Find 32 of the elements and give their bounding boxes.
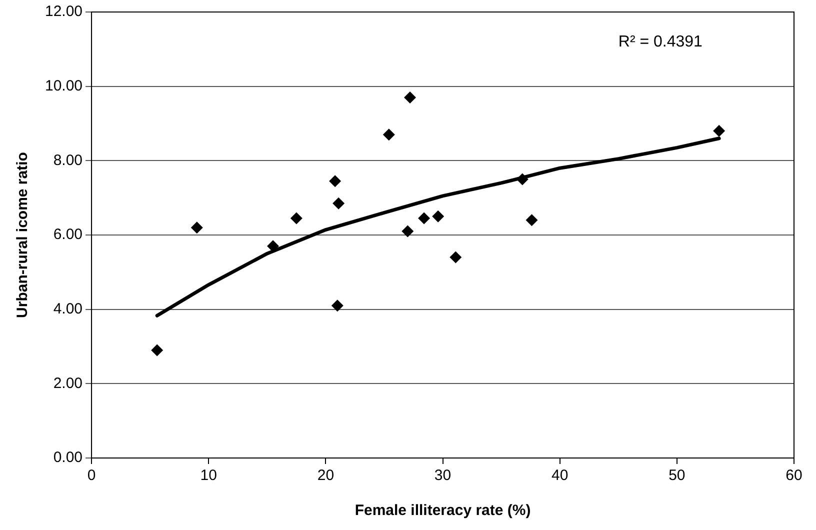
point — [418, 212, 430, 224]
point — [332, 197, 345, 210]
point — [713, 124, 726, 137]
y-tick-label: 10.00 — [44, 77, 83, 94]
x-tick-label: 50 — [668, 467, 686, 484]
y-tick-label: 2.00 — [53, 374, 83, 392]
point — [450, 251, 462, 264]
point — [516, 173, 528, 186]
y-tick-label: 12.00 — [44, 3, 83, 20]
y-tick-label: 6.00 — [53, 226, 83, 244]
point — [382, 128, 395, 141]
point — [329, 175, 342, 188]
point — [402, 225, 414, 238]
point — [290, 212, 302, 224]
x-tick-label: 40 — [552, 467, 568, 484]
point — [404, 91, 416, 104]
annotation: R² = 0.4391 — [618, 33, 703, 50]
point — [151, 344, 164, 356]
point — [526, 214, 538, 226]
point — [190, 222, 203, 234]
y-tick-label: 0.00 — [53, 449, 83, 466]
point — [331, 300, 344, 312]
x-tick-label: 60 — [786, 467, 802, 484]
x-tick-label: 20 — [317, 467, 334, 484]
y-axis-title: Urban-rural icome ratio — [14, 152, 32, 318]
point — [432, 210, 444, 222]
y-tick-label: 4.00 — [53, 300, 83, 318]
x-tick-label: 30 — [434, 467, 452, 484]
y-tick-label: 8.00 — [53, 152, 83, 169]
x-axis-title: Female illiteracy rate (%) — [354, 502, 531, 520]
x-tick-label: 0 — [87, 467, 96, 484]
x-tick-label: 10 — [200, 467, 217, 484]
